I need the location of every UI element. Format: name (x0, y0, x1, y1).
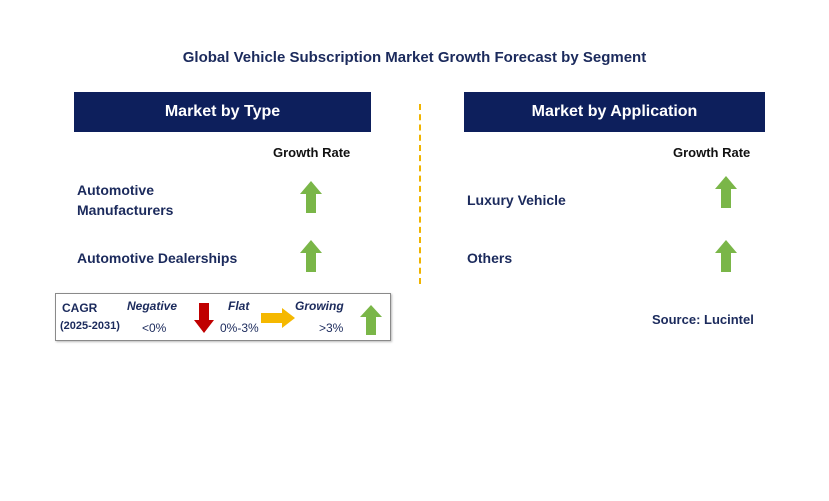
growth-up-arrow-icon (715, 176, 737, 208)
chart-title: Global Vehicle Subscription Market Growt… (182, 49, 647, 66)
segment-label-line2: Manufacturers (77, 202, 174, 218)
legend-growing-label: Growing (295, 299, 344, 313)
legend-flat-range: 0%-3% (220, 321, 259, 335)
segment-label-line1: Automotive (77, 182, 154, 198)
legend-period: (2025-2031) (60, 320, 120, 332)
growth-rate-header-type: Growth Rate (273, 145, 351, 160)
growth-up-arrow-icon (300, 240, 322, 272)
legend-growing-range: >3% (319, 321, 344, 335)
growth-up-arrow-icon (300, 181, 322, 213)
legend-negative-label: Negative (127, 299, 178, 313)
growing-up-arrow-icon (360, 305, 382, 335)
legend-flat-label: Flat (228, 299, 250, 313)
source-note: Source: Lucintel (652, 312, 754, 327)
growth-up-arrow-icon (715, 240, 737, 272)
legend-negative-range: <0% (142, 321, 167, 335)
growth-rate-header-application: Growth Rate (673, 145, 751, 160)
segment-label-automotive-dealerships: Automotive Dealerships (77, 250, 238, 266)
cagr-legend: CAGR (2025-2031) Negative <0% Flat 0%-3%… (55, 293, 391, 341)
panel-header-application: Market by Application (464, 92, 765, 132)
segment-label-automotive-manufacturers: Automotive Manufacturers (77, 180, 173, 220)
panel-divider (419, 104, 421, 284)
flat-right-arrow-icon (261, 308, 295, 328)
negative-down-arrow-icon (194, 303, 214, 333)
legend-cagr-label: CAGR (62, 301, 98, 315)
panel-header-type: Market by Type (74, 92, 371, 132)
segment-label-others: Others (467, 250, 513, 266)
segment-label-luxury-vehicle: Luxury Vehicle (467, 192, 566, 208)
